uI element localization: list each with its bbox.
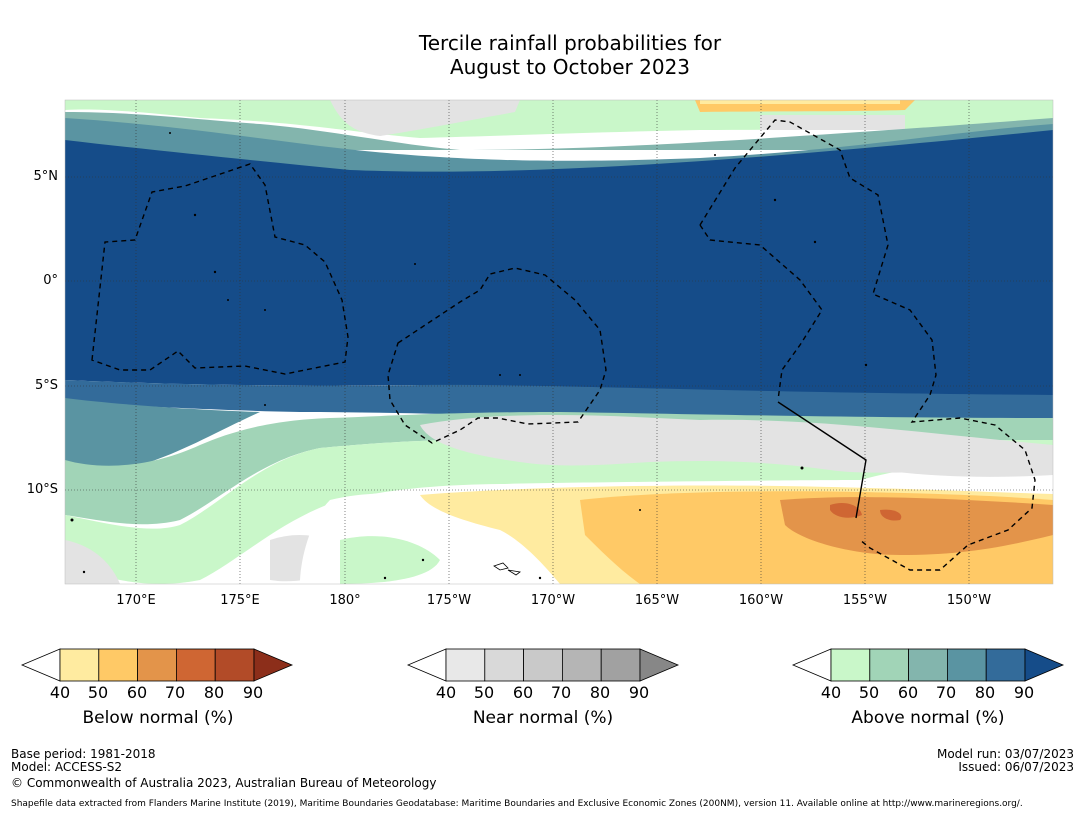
cbar3-tick-70: 70 bbox=[935, 683, 957, 702]
lat-label-0: 0° bbox=[43, 273, 58, 288]
near-normal-patch-2 bbox=[880, 451, 1053, 477]
top-near-patch bbox=[760, 115, 905, 130]
eez-boundary-west bbox=[91, 163, 349, 375]
top-below-band-light bbox=[700, 100, 900, 104]
top-transition-1 bbox=[65, 112, 1053, 150]
eez-boundary-center bbox=[387, 267, 607, 444]
source-note: Shapefile data extracted from Flanders M… bbox=[11, 799, 1023, 809]
cbar1-tick-60: 60 bbox=[126, 683, 148, 702]
cbar-segment bbox=[523, 648, 563, 682]
cbar1-title: Below normal (%) bbox=[82, 708, 234, 728]
lat-label-10s: 10°S bbox=[26, 482, 58, 497]
south-above-light bbox=[65, 438, 1053, 584]
top-near-band bbox=[330, 100, 520, 136]
lon-label-165w: 165°W bbox=[634, 593, 680, 608]
cbar3-tick-50: 50 bbox=[858, 683, 880, 702]
cbar2-tick-80: 80 bbox=[589, 683, 611, 702]
probability-map bbox=[64, 99, 1054, 585]
cbar3-title: Above normal (%) bbox=[851, 708, 1005, 728]
cbar-segment bbox=[445, 648, 486, 682]
lon-label-175e: 175°E bbox=[220, 593, 260, 608]
cbar-high-extend bbox=[1024, 648, 1065, 682]
cbar2-title: Near normal (%) bbox=[472, 708, 614, 728]
samoa-island-icon bbox=[493, 562, 509, 571]
copyright: © Commonwealth of Australia 2023, Austra… bbox=[11, 776, 437, 790]
map-frame bbox=[64, 99, 1054, 585]
model-name: Model: ACCESS-S2 bbox=[11, 760, 123, 774]
chart-title: Tercile rainfall probabilities for Augus… bbox=[0, 31, 1085, 79]
cbar-segment bbox=[484, 648, 525, 682]
footer-left: Base period: 1981-2018 Model: ACCESS-S2 … bbox=[11, 748, 436, 790]
cbar1-tick-70: 70 bbox=[164, 683, 186, 702]
lon-label-180: 180° bbox=[329, 593, 361, 608]
cbar-low-extend bbox=[20, 648, 61, 682]
cbar-high-extend bbox=[639, 648, 680, 682]
cbar3-tick-40: 40 bbox=[820, 683, 842, 702]
cbar-segment bbox=[908, 648, 948, 682]
cbar1-tick-80: 80 bbox=[203, 683, 225, 702]
cbar2-tick-50: 50 bbox=[473, 683, 495, 702]
cbar2-tick-70: 70 bbox=[550, 683, 572, 702]
map-fill bbox=[65, 100, 1053, 584]
lon-label-150w: 150°W bbox=[946, 593, 992, 608]
footer-right: Model run: 03/07/2023 Issued: 06/07/2023 bbox=[937, 748, 1074, 774]
cbar1-tick-50: 50 bbox=[87, 683, 109, 702]
lon-label-170w: 170°W bbox=[530, 593, 576, 608]
cbar-segment bbox=[561, 648, 602, 682]
eez-boundary-east bbox=[699, 119, 1036, 571]
cbar-low-extend bbox=[406, 648, 447, 682]
cbar-segment bbox=[869, 648, 910, 682]
colorbar-below-normal bbox=[20, 648, 294, 682]
eez-boundary-solid bbox=[777, 401, 867, 519]
eez-boundaries bbox=[91, 119, 1036, 571]
title-line-1: Tercile rainfall probabilities for bbox=[418, 31, 722, 55]
colorbar-above-normal bbox=[791, 648, 1065, 682]
lon-label-175w: 175°W bbox=[426, 593, 472, 608]
issued-date: Issued: 06/07/2023 bbox=[958, 760, 1074, 774]
cbar3-tick-80: 80 bbox=[974, 683, 996, 702]
cbar-segment bbox=[98, 648, 139, 682]
cbar2-tick-40: 40 bbox=[435, 683, 457, 702]
cbar-segment bbox=[946, 648, 987, 682]
cbar-segment bbox=[59, 648, 100, 682]
cbar-low-extend bbox=[791, 648, 832, 682]
cbar-segment bbox=[175, 648, 216, 682]
cbar-segment bbox=[137, 648, 177, 682]
south-transition-1 bbox=[65, 380, 1053, 420]
title-line-2: August to October 2023 bbox=[449, 55, 691, 79]
cbar2-tick-60: 60 bbox=[512, 683, 534, 702]
eez-boundary-east-inner bbox=[699, 224, 823, 401]
cbar2-tick-90: 90 bbox=[628, 683, 650, 702]
cbar-segment bbox=[600, 648, 641, 682]
islands bbox=[70, 132, 868, 580]
cbar-segment bbox=[985, 648, 1026, 682]
below-normal-70 bbox=[830, 503, 862, 518]
cbar-high-extend bbox=[253, 648, 294, 682]
cbar1-tick-40: 40 bbox=[49, 683, 71, 702]
above-light-patch bbox=[340, 536, 440, 584]
base-period: Base period: 1981-2018 bbox=[11, 747, 156, 761]
cbar3-tick-90: 90 bbox=[1013, 683, 1035, 702]
near-normal-patch-4 bbox=[65, 540, 120, 584]
model-run: Model run: 03/07/2023 bbox=[936, 747, 1074, 761]
south-transition-2 bbox=[65, 398, 260, 469]
colorbar-near-normal bbox=[406, 648, 680, 682]
below-normal-70-b bbox=[880, 509, 902, 521]
cbar-segment bbox=[830, 648, 871, 682]
lon-label-155w: 155°W bbox=[842, 593, 888, 608]
cbar-segment bbox=[214, 648, 255, 682]
cbar3-tick-60: 60 bbox=[897, 683, 919, 702]
lon-label-170e: 170°E bbox=[116, 593, 156, 608]
lat-label-5s: 5°S bbox=[34, 378, 58, 393]
samoa-island-2-icon bbox=[507, 569, 521, 576]
cbar1-tick-90: 90 bbox=[242, 683, 264, 702]
main-above-normal-band bbox=[65, 130, 1053, 399]
lat-label-5n: 5°N bbox=[33, 169, 59, 184]
lon-label-160w: 160°W bbox=[738, 593, 784, 608]
